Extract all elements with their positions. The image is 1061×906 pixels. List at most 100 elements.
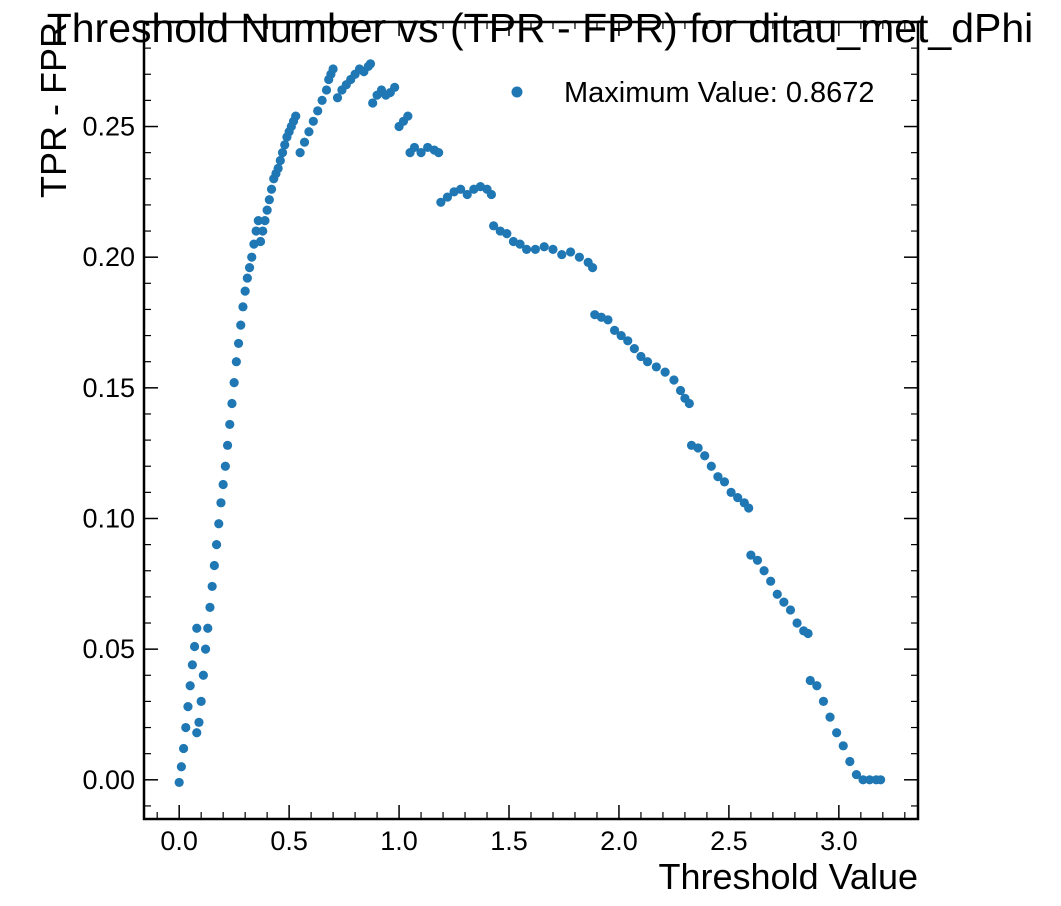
data-point [489, 221, 499, 231]
data-point [403, 111, 413, 121]
y-tick-label: 0.00 [82, 765, 135, 795]
legend: Maximum Value: 0.8672 [511, 77, 875, 109]
data-point [805, 675, 815, 686]
data-point [368, 98, 378, 108]
y-tick-label: 0.15 [82, 373, 135, 403]
data-point [275, 155, 285, 166]
data-point [200, 644, 211, 654]
data-point [609, 325, 620, 335]
data-point [308, 116, 318, 126]
data-point [876, 775, 886, 785]
data-point [603, 315, 613, 325]
data-point [233, 338, 244, 349]
data-point [684, 398, 694, 409]
data-point [623, 336, 633, 346]
data-point [178, 743, 189, 754]
data-point [242, 273, 252, 283]
plot-area [174, 59, 886, 788]
data-point [792, 618, 802, 628]
x-tick-label: 0.5 [270, 826, 308, 856]
data-point [247, 252, 257, 262]
data-point [198, 670, 208, 680]
data-point [185, 681, 195, 691]
data-point [203, 623, 213, 633]
data-point [557, 249, 567, 260]
data-point [629, 344, 639, 354]
data-point [207, 581, 217, 592]
data-point [858, 775, 868, 785]
data-point [587, 263, 598, 273]
x-axis-title: Threshold Value [659, 856, 919, 897]
data-point [845, 756, 855, 767]
data-point [262, 205, 272, 215]
data-point [317, 95, 327, 105]
data-point [456, 184, 466, 194]
data-point [255, 236, 266, 247]
data-point [713, 472, 723, 482]
data-point [192, 623, 202, 633]
data-point [726, 487, 736, 497]
x-tick-label: 1.0 [380, 826, 418, 856]
data-point [264, 195, 274, 205]
data-point [238, 302, 248, 312]
y-tick-label: 0.10 [82, 503, 135, 533]
data-point [260, 215, 270, 226]
data-point [328, 64, 338, 74]
data-point [231, 357, 241, 367]
data-point [299, 137, 310, 147]
data-point [574, 252, 584, 262]
data-point [766, 576, 776, 586]
data-point [196, 696, 206, 707]
x-tick-label: 1.5 [490, 826, 528, 856]
data-point [244, 263, 255, 273]
data-point [176, 762, 186, 772]
data-point [442, 192, 453, 202]
legend-marker [511, 86, 523, 98]
data-point [746, 550, 756, 560]
y-tick-label: 0.25 [82, 112, 135, 142]
data-point [280, 140, 290, 150]
data-point [229, 378, 239, 388]
data-point [253, 215, 263, 226]
data-point [205, 602, 215, 612]
data-point [832, 728, 842, 738]
data-point [216, 498, 226, 508]
x-tick-label: 3.0 [820, 826, 858, 856]
data-point [838, 741, 848, 751]
data-point [865, 775, 875, 785]
data-point [304, 127, 314, 137]
data-point [434, 148, 444, 158]
data-point [236, 320, 246, 330]
x-tick-label: 0.0 [160, 826, 198, 856]
data-point [660, 367, 670, 377]
data-point [251, 226, 261, 236]
data-point [462, 189, 472, 200]
legend-label: Maximum Value: 0.8672 [564, 77, 875, 109]
data-point [436, 197, 446, 207]
data-point [266, 184, 277, 194]
x-tick-label: 2.5 [710, 826, 748, 856]
data-point [390, 82, 400, 92]
data-point [209, 560, 219, 571]
data-point [515, 239, 525, 249]
x-tick-label: 2.0 [600, 826, 638, 856]
data-point [851, 769, 862, 780]
data-point [227, 398, 237, 409]
data-point [616, 330, 626, 341]
data-point [759, 566, 769, 576]
data-point [222, 440, 233, 450]
data-point [706, 461, 716, 471]
y-tick-label: 0.05 [82, 634, 135, 664]
data-point [530, 244, 540, 254]
data-point [313, 106, 323, 116]
data-point [733, 492, 743, 503]
data-point [642, 357, 653, 367]
data-point [220, 461, 230, 471]
data-point [225, 419, 235, 430]
data-point [719, 477, 730, 487]
data-point [825, 712, 835, 722]
data-point [693, 443, 703, 453]
data-point [744, 503, 754, 513]
data-point [277, 148, 288, 158]
